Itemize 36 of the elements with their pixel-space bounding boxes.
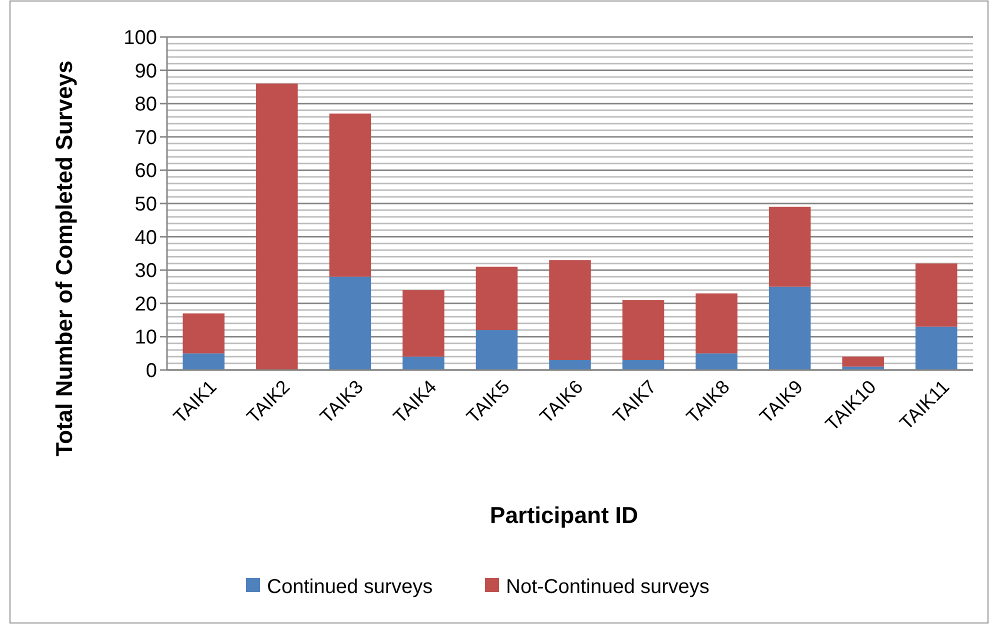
bar (622, 300, 664, 360)
bar (842, 366, 884, 370)
y-tick-label: 20 (134, 293, 157, 316)
bar (402, 290, 444, 357)
y-tick-label: 30 (134, 260, 157, 282)
y-tick-label: 10 (134, 326, 157, 349)
bar (476, 330, 518, 370)
y-tick-label: 90 (134, 60, 157, 82)
y-tick-label: 70 (134, 126, 157, 149)
bar (402, 356, 444, 370)
bar (696, 353, 738, 370)
bar (915, 263, 958, 327)
bar (768, 286, 811, 370)
y-tick-label: 100 (124, 27, 157, 49)
y-tick-label: 40 (134, 226, 157, 249)
bar (182, 353, 225, 370)
y-tick-label: 0 (146, 360, 157, 382)
bar (696, 293, 738, 354)
legend-label: Continued surveys (267, 576, 433, 598)
y-axis-title: Total Number of Completed Surveys (51, 60, 77, 456)
x-axis-title: Participant ID (490, 502, 638, 528)
y-tick-label: 50 (134, 194, 157, 216)
bar (549, 260, 591, 360)
bar (329, 114, 372, 277)
bar (768, 206, 811, 287)
bar (622, 360, 664, 370)
y-tick-label: 80 (134, 94, 157, 116)
bar (476, 266, 518, 330)
bar (842, 356, 884, 367)
bar (549, 360, 591, 370)
bar (915, 326, 958, 370)
bar (256, 84, 298, 370)
y-tick-label: 60 (134, 160, 157, 182)
legend-label: Not-Continued surveys (506, 576, 710, 598)
bar (329, 276, 372, 370)
bar (182, 313, 225, 354)
